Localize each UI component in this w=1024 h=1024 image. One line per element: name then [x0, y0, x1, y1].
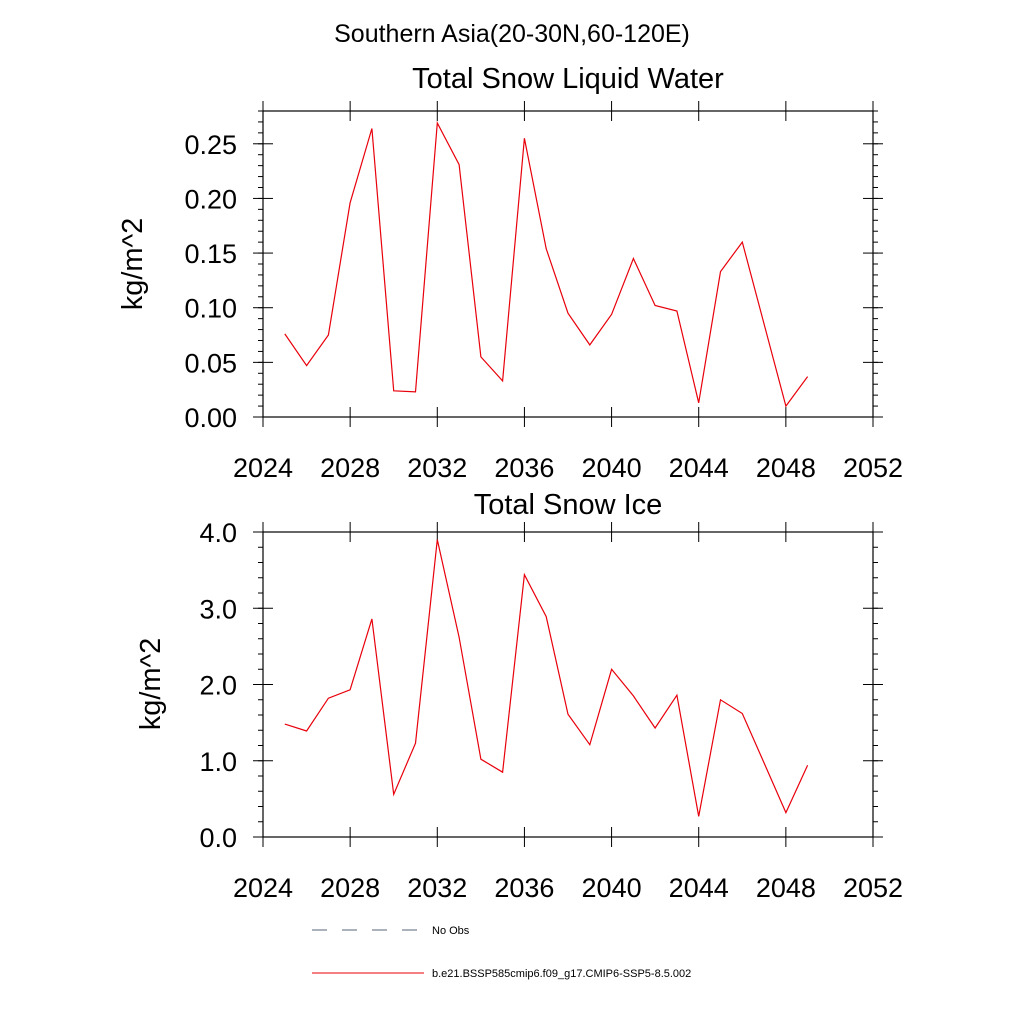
x-tick-label: 2036 [494, 453, 554, 483]
x-tick-label: 2024 [233, 453, 293, 483]
plot-frame [262, 531, 874, 838]
panel-snow-liquid-water: Total Snow Liquid Water kg/m^2 2024 2028 2… [117, 63, 903, 483]
x-tick-label: 2036 [494, 873, 554, 903]
y-tick-label: 3.0 [199, 594, 237, 624]
x-tick-label: 2024 [233, 873, 293, 903]
x-tick-label: 2040 [582, 453, 642, 483]
y-ticks: 0.00 0.05 0.10 0.15 0.20 0.25 [184, 110, 883, 433]
y-tick-label: 0.00 [184, 403, 237, 433]
series-line [284, 539, 809, 817]
legend-label: No Obs [432, 925, 470, 937]
x-tick-label: 2028 [320, 873, 380, 903]
x-tick-label: 2052 [843, 453, 903, 483]
y-tick-label: 4.0 [199, 518, 237, 548]
x-tick-label: 2048 [756, 453, 816, 483]
y-tick-label: 0.10 [184, 294, 237, 324]
y-tick-label: 0.0 [199, 823, 237, 853]
panel-snow-ice: Total Snow Ice kg/m^2 2024 2028 2032 2036 20… [135, 489, 903, 903]
panel-title: Total Snow Ice [474, 489, 663, 521]
y-axis-label: kg/m^2 [135, 638, 167, 731]
series-group [284, 539, 809, 817]
x-ticks: 2024 2028 2032 2036 2040 2044 2048 2052 [233, 101, 903, 483]
y-tick-label: 1.0 [199, 747, 237, 777]
y-tick-label: 0.25 [184, 130, 237, 160]
series-line [284, 120, 809, 408]
region-title: Southern Asia(20-30N,60-120E) [334, 20, 690, 48]
x-tick-label: 2044 [669, 873, 729, 903]
legend-label: b.e21.BSSP585cmip6.f09_g17.CMIP6-SSP5-8.… [432, 968, 691, 980]
legend: No Obs b.e21.BSSP585cmip6.f09_g17.CMIP6-… [312, 925, 691, 980]
y-ticks: 0.0 1.0 2.0 3.0 4.0 [199, 518, 883, 853]
legend-item-no-obs: No Obs [312, 925, 470, 937]
y-tick-label: 0.05 [184, 348, 237, 378]
x-tick-label: 2052 [843, 873, 903, 903]
x-ticks: 2024 2028 2032 2036 2040 2044 2048 2052 [233, 522, 903, 903]
x-tick-label: 2032 [407, 873, 467, 903]
x-tick-label: 2032 [407, 453, 467, 483]
x-tick-label: 2028 [320, 453, 380, 483]
x-tick-label: 2040 [582, 873, 642, 903]
panel-title: Total Snow Liquid Water [412, 63, 724, 95]
y-tick-label: 2.0 [199, 671, 237, 701]
legend-item-model: b.e21.BSSP585cmip6.f09_g17.CMIP6-SSP5-8.… [312, 968, 691, 980]
x-tick-label: 2048 [756, 873, 816, 903]
plot-frame [262, 110, 874, 418]
x-tick-label: 2044 [669, 453, 729, 483]
y-axis-label: kg/m^2 [117, 218, 149, 311]
y-tick-label: 0.15 [184, 239, 237, 269]
series-group [284, 120, 809, 408]
y-tick-label: 0.20 [184, 184, 237, 214]
